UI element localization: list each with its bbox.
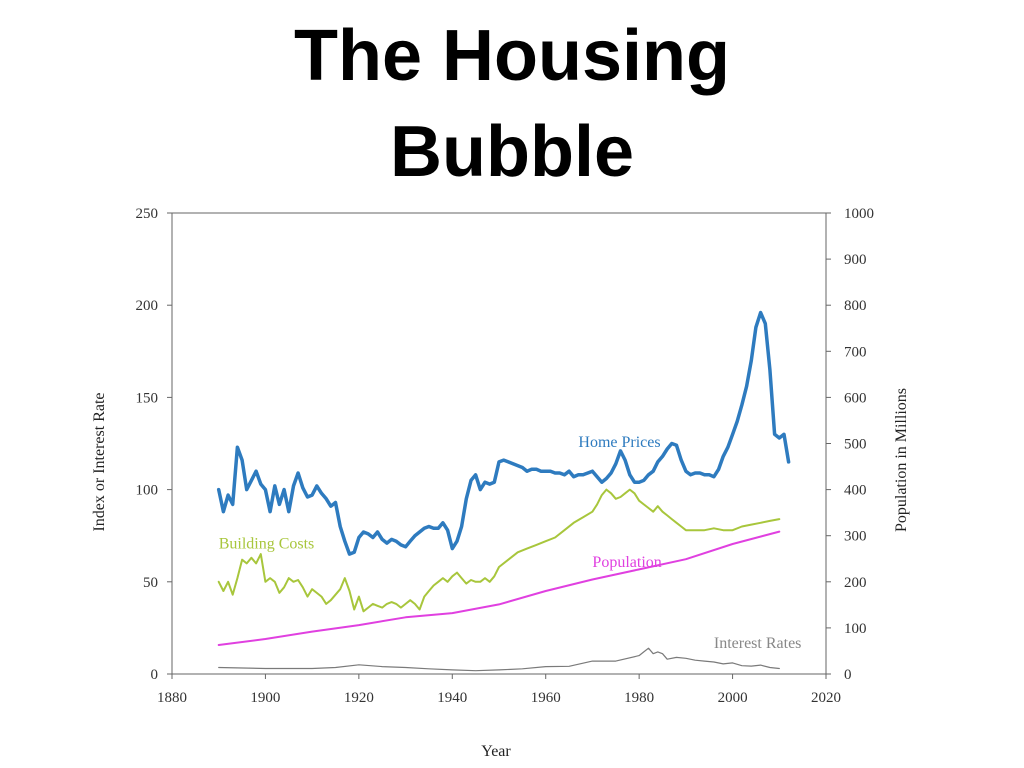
- series-label-interest-rates: Interest Rates: [714, 635, 802, 652]
- x-tick-label: 2020: [811, 690, 841, 706]
- slide-title-line2: Bubble: [390, 112, 634, 192]
- y-left-tick-label: 0: [151, 667, 159, 683]
- series-line-home-prices: [216, 310, 791, 556]
- y-right-tick-label: 0: [844, 667, 852, 683]
- x-tick-label: 2000: [718, 690, 748, 706]
- y-right-tick-label: 700: [844, 344, 867, 360]
- slide-title-line1: The Housing: [294, 16, 730, 96]
- series-line-interest-rates: [218, 647, 780, 672]
- y-right-tick-label: 100: [844, 621, 867, 637]
- y-right-tick-label: 200: [844, 575, 867, 591]
- series-label-home-prices: Home Prices: [578, 434, 660, 451]
- y-right-tick-label: 600: [844, 390, 867, 406]
- x-tick-label: 1920: [344, 690, 374, 706]
- x-tick-label: 1900: [250, 690, 280, 706]
- series-label-population: Population: [592, 554, 661, 571]
- x-tick-label: 1940: [437, 690, 467, 706]
- slide-title: The Housing Bubble: [0, 8, 1024, 200]
- y-right-tick-label: 1000: [844, 206, 874, 222]
- y-right-tick-label: 300: [844, 529, 867, 545]
- y-right-tick-label: 900: [844, 252, 867, 268]
- series-label-building-costs: Building Costs: [219, 536, 315, 553]
- y-left-tick-label: 150: [136, 390, 159, 406]
- series-line-population: [217, 530, 781, 646]
- series-line-building-costs: [217, 488, 781, 613]
- y-left-tick-label: 200: [136, 298, 159, 314]
- y-right-axis-title: Population in Millions: [893, 388, 910, 532]
- y-left-tick-label: 100: [136, 483, 159, 499]
- x-tick-label: 1960: [531, 690, 561, 706]
- x-axis-title: Year: [481, 743, 511, 760]
- y-left-tick-label: 50: [143, 575, 158, 591]
- y-right-tick-label: 500: [844, 437, 867, 453]
- y-right-tick-label: 400: [844, 483, 867, 499]
- x-tick-label: 1880: [157, 690, 187, 706]
- y-right-tick-label: 800: [844, 298, 867, 314]
- y-left-tick-label: 250: [136, 206, 159, 222]
- y-left-axis-title: Index or Interest Rate: [91, 392, 108, 531]
- x-tick-label: 1980: [624, 690, 654, 706]
